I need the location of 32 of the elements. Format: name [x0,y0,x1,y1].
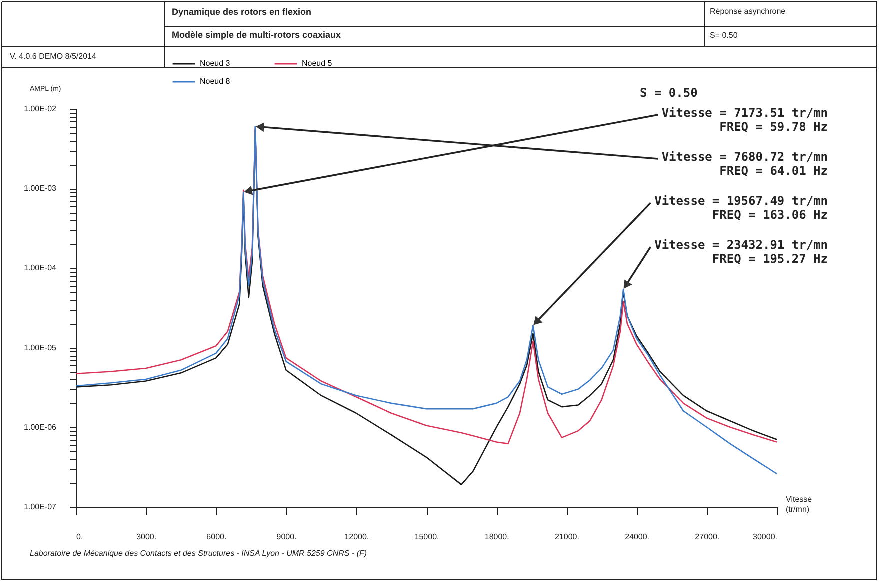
chart-subtitle: Modèle simple de multi-rotors coaxiaux [172,30,342,40]
y-tick-label: 1.00E-06 [24,422,58,432]
text: Réponse asynchrone [710,7,786,16]
x-axis-title: Vitesse (tr/mn) [786,495,813,514]
y-tick-label: 1.00E-07 [24,502,58,512]
y-tick-label: 1.00E-04 [24,264,58,273]
x-tick-label: 0. [76,532,84,542]
annotation: Vitesse = 23432.91 tr/mn FREQ = 195.27 Hz [654,238,828,266]
y-tick-label: 1.00E-05 [24,343,58,352]
x-tick-label: 15000. [414,532,440,542]
y-tick-label: 1.00E-03 [24,184,58,194]
x-tick-label: 21000. [554,532,580,542]
y-tick-label: 1.00E-02 [24,104,58,114]
x-tick-label: 6000. [206,532,227,542]
legend-label: Noeud 5 [302,59,333,68]
legend-label: Noeud 3 [200,59,231,68]
x-tick-label: 12000. [344,532,370,542]
text: S= 0.50 [710,31,738,40]
chart-title: Dynamique des rotors en flexion [172,7,312,17]
annotation: Vitesse = 19567.49 tr/mn FREQ = 163.06 Hz [654,194,828,222]
annotation: Vitesse = 7173.51 tr/mn FREQ = 59.78 Hz [662,106,828,134]
text: V. 4.0.6 DEMO 8/5/2014 [10,52,97,61]
x-tick-label: 18000. [484,532,510,542]
x-tick-label: 27000. [695,532,720,542]
x-tick-label: 24000. [625,532,650,542]
text: Laboratoire de Mécanique des Contacts et des Structures - INSA Lyon - UMR 5259 CNRS - (F) [30,549,368,558]
x-tick-label: 3000. [136,532,157,542]
x-tick-label: 9000. [276,532,297,542]
x-tick-label: 30000. [753,532,778,542]
legend-label: Noeud 8 [200,77,231,86]
annotation: Vitesse = 7680.72 tr/mn FREQ = 64.01 Hz [662,150,828,178]
text: S = 0.50 [640,86,698,100]
